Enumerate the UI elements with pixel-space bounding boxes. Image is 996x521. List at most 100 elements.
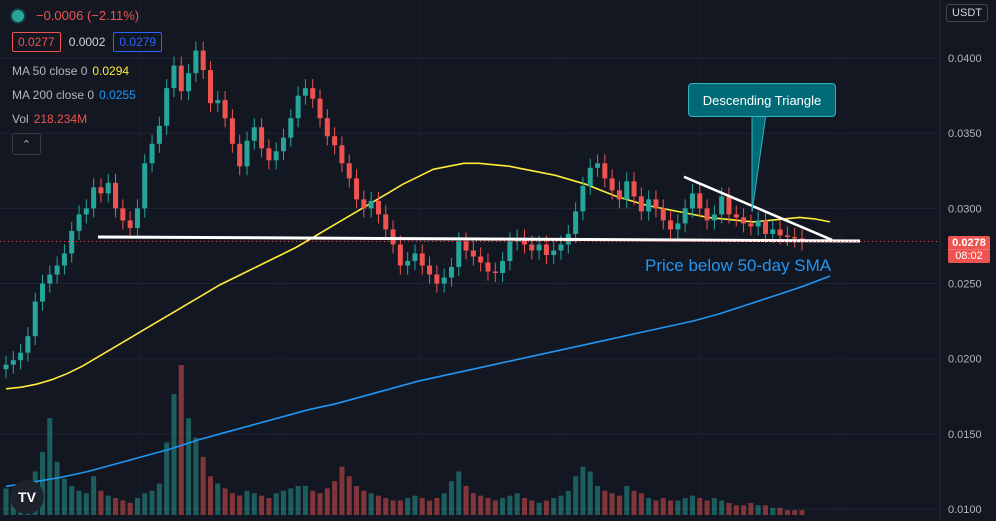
volume-bar [310,490,316,515]
tradingview-logo-icon[interactable]: TV [10,480,44,514]
support-trendline [97,235,861,243]
candle [704,208,710,221]
volume-bar [434,498,440,515]
volume-bar [573,476,579,515]
collapse-indicators-button[interactable]: ⌃ [12,133,41,155]
volume-bar [390,500,396,515]
candle [69,230,75,254]
candle [251,127,257,141]
volume-bar [193,437,199,515]
volume-bar [295,485,301,515]
bid-ask-row: 0.0277 0.0002 0.0279 [12,32,163,52]
candle [675,223,681,230]
volume-bar [419,498,425,515]
candle [609,178,615,191]
candle [646,199,652,212]
candle [61,253,67,266]
volume-bar [595,485,601,515]
indicator-label: Vol [12,112,29,126]
volume-bar [346,476,352,515]
candle-countdown: 08:02 [948,249,990,263]
volume-bar [54,461,60,515]
volume-bar [61,478,67,515]
candle [332,136,338,146]
volume-bar [660,498,666,515]
candle [383,214,389,230]
y-tick-label: 0.0250 [948,279,982,291]
volume-bar [98,490,104,515]
candle [91,187,97,209]
currency-button[interactable]: USDT [946,4,988,22]
candle [40,283,46,302]
volume-bar [142,493,148,515]
indicator-ma200[interactable]: MA 200 close 0 0.0255 [12,88,136,102]
volume-bar [244,490,250,515]
volume-bar [536,502,542,515]
candle [105,182,111,194]
candle [558,244,564,251]
candle [434,274,440,284]
chevron-up-icon: ⌃ [21,138,32,151]
volume-bar [281,490,287,515]
candle [222,100,228,119]
ask-price[interactable]: 0.0279 [113,32,163,52]
candle [638,196,644,212]
volume-bar [777,507,783,515]
volume-bar [711,498,717,515]
ma200-line [5,275,831,488]
candle [390,229,396,245]
volume-bar [784,510,790,515]
indicator-ma50[interactable]: MA 50 close 0 0.0294 [12,64,129,78]
bid-price[interactable]: 0.0277 [12,32,61,52]
spread-value: 0.0002 [68,35,106,49]
volume-bar [441,493,447,515]
candle [259,127,265,149]
candle [134,208,140,228]
candle [660,208,666,221]
candle [682,208,688,224]
candle [156,125,162,144]
volume-bar [726,502,732,515]
sma-note: Price below 50-day SMA [645,256,832,275]
candle [354,178,360,200]
indicator-value: 218.234M [33,112,88,126]
candle [375,200,381,215]
volume-bar [40,452,46,515]
candle [587,167,593,186]
volume-bar [792,510,798,515]
volume-bar [770,507,776,515]
volume-bar [412,495,418,515]
volume-bar [551,498,557,515]
candle [215,100,221,104]
volume-bar [609,493,615,515]
volume-bar [375,495,381,515]
volume-bar [127,502,133,515]
candle [463,241,469,251]
volume-bar [492,500,498,515]
volume-bar [565,490,571,515]
candle [529,244,535,251]
candle [492,271,498,274]
candle [127,220,133,228]
candle [543,244,549,255]
candle [237,143,243,167]
volume-bar [580,466,586,515]
volume-bar [543,500,549,515]
volume-bar [521,498,527,515]
volume-bar [149,490,155,515]
candle [573,211,579,234]
candle [273,151,279,161]
indicator-volume[interactable]: Vol 218.234M [12,112,87,126]
candle [207,70,213,104]
volume-bar [500,498,506,515]
y-tick-label: 0.0300 [948,203,982,215]
candle [485,262,491,272]
volume-bar [646,498,652,515]
candle [536,244,542,251]
candle [595,163,601,168]
volume-bar [448,481,454,515]
volume-bar [222,488,228,515]
volume-bar [76,490,82,515]
candle [500,260,506,274]
